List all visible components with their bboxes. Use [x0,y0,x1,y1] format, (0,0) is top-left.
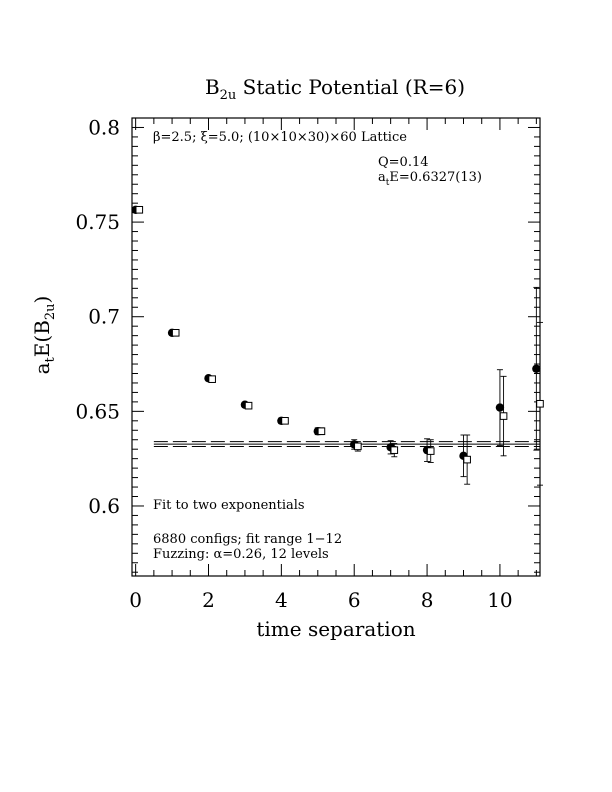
configs-annotation: 6880 configs; fit range 1−12 [153,532,342,547]
data-point-square [208,375,216,383]
y-tick-label: 0.8 [88,115,120,139]
y-tick-label: 0.6 [88,494,120,518]
y-tick-labels: 0.6 0.65 0.7 0.75 0.8 [75,115,120,518]
data-point-square [536,399,544,408]
axis-ticks [132,117,540,576]
y-axis-label-mid: E(B [30,320,54,357]
data-point-square [426,447,435,455]
x-tick-label: 4 [275,588,288,612]
data-point-circle [495,403,505,412]
y-tick-label: 0.75 [75,210,120,234]
chart-title-rest: Static Potential (R=6) [236,75,465,99]
data-point-square [135,205,144,214]
data-point-square [244,401,253,410]
series-open-square [135,205,544,486]
data-point-circle [532,364,541,373]
data-point-square [390,446,399,454]
x-tick-label: 0 [129,588,142,612]
q-annotation: Q=0.14 [378,155,429,170]
x-tick-label: 8 [421,588,434,612]
fuzzing-annotation: Fuzzing: α=0.26, 12 levels [153,547,329,562]
x-tick-label: 2 [202,588,215,612]
data-point-square [317,427,326,436]
x-axis-label: time separation [256,617,415,641]
x-tick-labels: 0 2 4 6 8 10 [129,588,512,612]
y-axis-label-end: ) [30,296,54,304]
data-point-square [354,442,362,451]
chart-title-subscript: 2u [220,88,237,103]
fit-band [153,441,540,448]
y-tick-label: 0.7 [88,305,120,329]
y-axis-label-sub-2u: 2u [43,303,58,320]
lattice-annotation: β=2.5; ξ=5.0; (10×10×30)×60 Lattice [153,130,407,145]
data-point-square [463,455,471,464]
chart-title: B2u Static Potential (R=6) [205,75,465,103]
ate-annotation: atE=0.6327(13) [378,170,482,188]
data-series [131,205,544,486]
fit-label-annotation: Fit to two exponentials [153,498,305,513]
ate-annotation-rest: E=0.6327(13) [389,170,482,185]
data-point-square [171,329,180,337]
y-tick-label: 0.65 [75,399,120,423]
data-point-square [281,417,289,425]
ate-annotation-sub: t [386,178,390,188]
y-axis-label: atE(B2u) [30,296,58,375]
data-point-square [499,412,508,420]
series-filled-circle [131,205,541,478]
y-axis-label-sub-t: t [43,356,58,362]
x-tick-label: 10 [487,588,512,612]
x-tick-label: 6 [348,588,361,612]
